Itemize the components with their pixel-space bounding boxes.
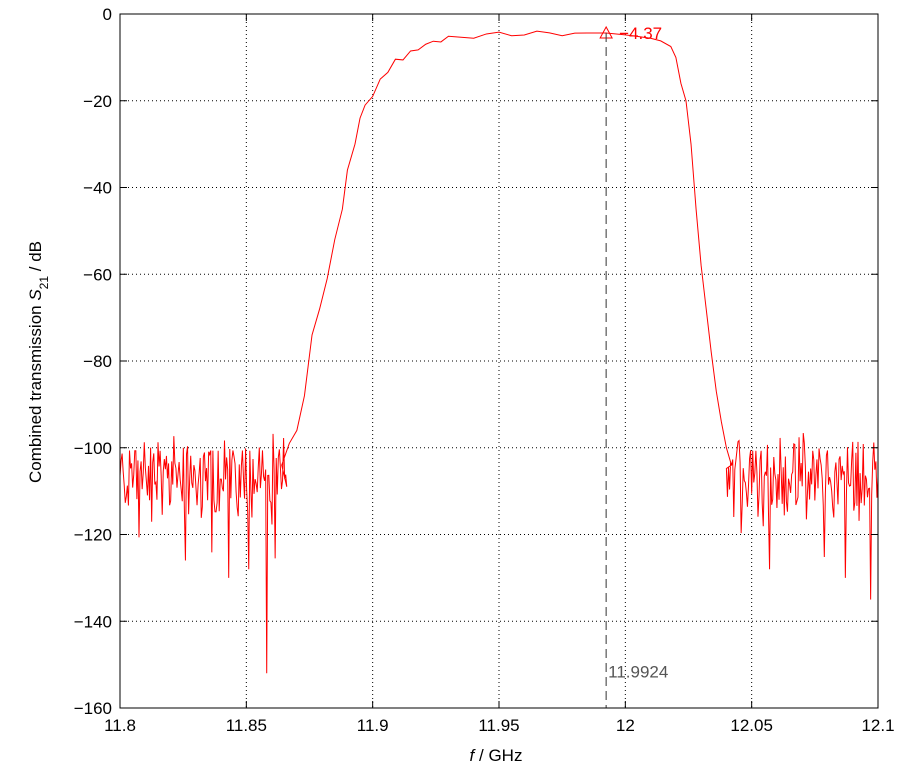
series-line [119,30,879,674]
x-tick-label: 11.95 [478,716,519,735]
y-tick-label: −20 [83,92,112,111]
grid-lines [120,14,878,708]
annotations-group: −4.37 11.9924 [599,24,668,708]
x-tick-labels: 11.8 11.85 11.9 11.95 12 12.05 12.1 [104,716,894,735]
y-tick-label: 0 [103,5,112,24]
series-group [119,30,879,674]
y-tick-label: −160 [74,699,112,718]
x-axis-label: f / GHz [470,746,523,765]
x-tick-label: 12 [616,716,635,735]
marker-y-label: −4.37 [619,24,662,43]
y-tick-label: −140 [74,612,112,631]
marker-x-label: 11.9924 [608,663,668,682]
x-tick-label: 11.9 [357,716,389,735]
y-axis-label: Combined transmission S21 / dB [26,241,51,483]
y-tick-label: −60 [83,265,112,284]
y-tick-label: −80 [83,352,112,371]
x-tick-label: 12.05 [730,716,773,735]
tick-marks [119,13,879,709]
x-tick-label: 11.85 [226,716,267,735]
x-tick-label: 11.8 [104,716,136,735]
y-tick-labels: 0 −20 −40 −60 −80 −100 −120 −140 −160 [74,5,112,718]
y-tick-label: −40 [83,179,112,198]
x-tick-label: 12.1 [861,716,894,735]
y-tick-label: −100 [74,439,112,458]
y-tick-label: −120 [74,526,112,545]
